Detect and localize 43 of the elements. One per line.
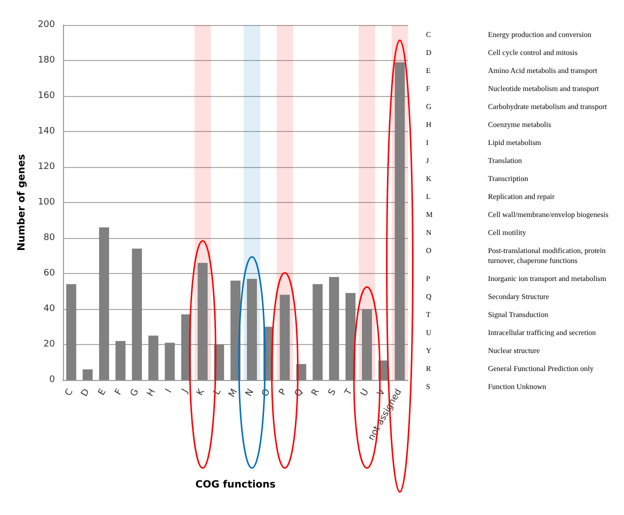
y-tick-label: 0 bbox=[49, 375, 56, 385]
bar bbox=[362, 309, 372, 380]
x-tick-label: E bbox=[96, 387, 109, 398]
y-tick-label: 120 bbox=[38, 162, 56, 172]
y-tick-label: 200 bbox=[38, 20, 56, 30]
y-tick-label: 160 bbox=[38, 91, 56, 101]
x-tick-label: K bbox=[195, 386, 208, 398]
x-tick-label: M bbox=[227, 388, 240, 400]
x-tick-label: R bbox=[310, 388, 322, 398]
x-tick-label: U bbox=[359, 388, 372, 398]
x-tick-label: H bbox=[146, 388, 158, 398]
bar bbox=[148, 336, 158, 380]
x-tick-label: N bbox=[244, 388, 256, 398]
bar bbox=[346, 293, 356, 380]
y-tick-label: 140 bbox=[38, 126, 56, 136]
y-tick-label: 180 bbox=[38, 56, 56, 66]
bar bbox=[246, 278, 257, 380]
x-tick-label: J bbox=[180, 388, 191, 396]
bar bbox=[312, 284, 323, 380]
bar bbox=[99, 227, 110, 380]
x-tick-label: D bbox=[80, 387, 92, 398]
x-axis-title: COG functions bbox=[195, 480, 276, 490]
x-tick-label: I bbox=[164, 388, 174, 395]
bar bbox=[164, 342, 175, 380]
x-tick-label: T bbox=[342, 387, 356, 398]
bar bbox=[132, 248, 142, 380]
bar bbox=[198, 262, 208, 380]
bar bbox=[280, 294, 290, 380]
bar bbox=[116, 340, 126, 380]
x-tick-label: P bbox=[278, 387, 290, 398]
bar bbox=[82, 369, 93, 380]
bar bbox=[66, 284, 76, 380]
y-axis-title: Number of genes bbox=[16, 154, 28, 251]
y-tick-label: 60 bbox=[44, 268, 56, 278]
x-tick-label: F bbox=[114, 388, 125, 397]
x-tick-label: S bbox=[326, 387, 339, 398]
y-tick-label: 40 bbox=[44, 304, 56, 314]
y-tick-label: 20 bbox=[44, 340, 56, 350]
x-tick-label: C bbox=[64, 388, 76, 398]
bar bbox=[329, 277, 340, 380]
y-tick-label: 100 bbox=[38, 198, 56, 208]
y-tick-label: 80 bbox=[44, 233, 56, 243]
x-tick-label: G bbox=[129, 387, 142, 399]
